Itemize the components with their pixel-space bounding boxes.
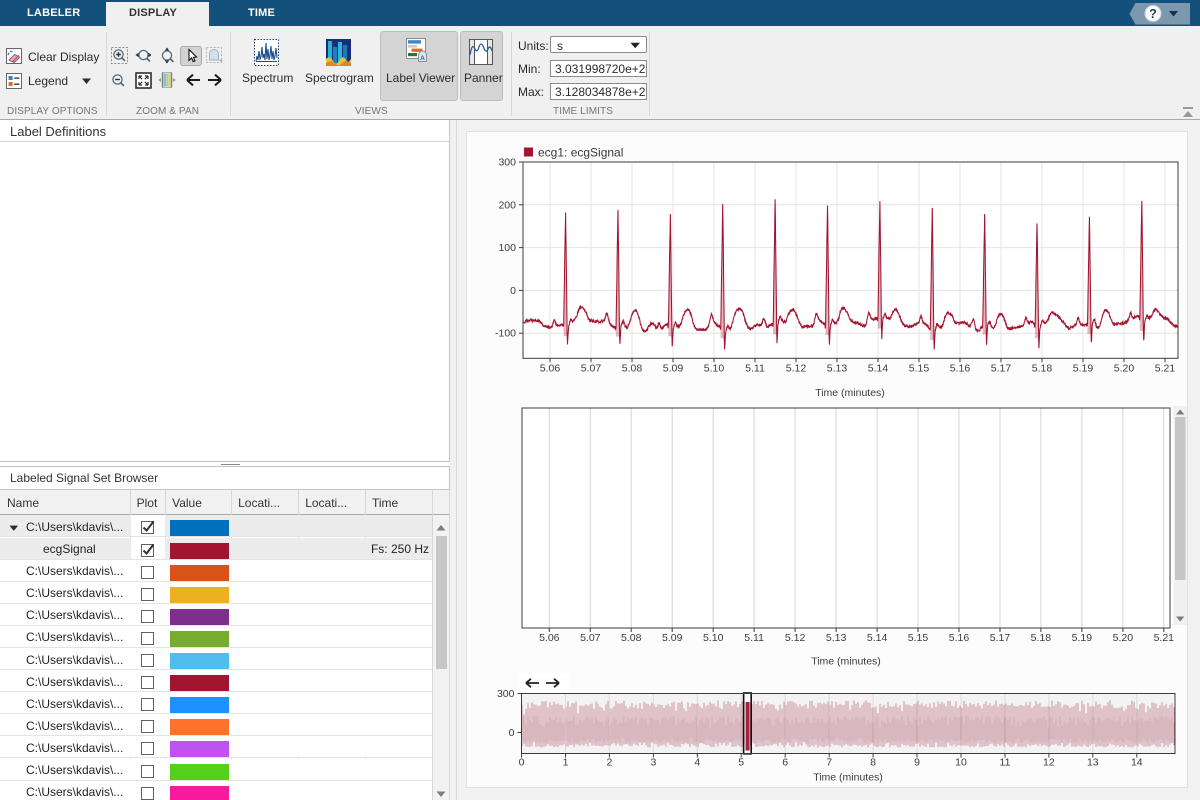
svg-text:8: 8 xyxy=(870,757,876,769)
svg-text:5.21: 5.21 xyxy=(1154,632,1175,644)
svg-text:5.09: 5.09 xyxy=(662,632,683,644)
svg-text:0: 0 xyxy=(509,727,515,739)
svg-text:5.15: 5.15 xyxy=(908,632,929,644)
svg-text:5.16: 5.16 xyxy=(949,632,970,644)
svg-text:5.18: 5.18 xyxy=(1032,363,1053,375)
svg-text:13: 13 xyxy=(1087,757,1099,769)
svg-text:Time (minutes): Time (minutes) xyxy=(815,387,885,399)
svg-text:5.06: 5.06 xyxy=(539,632,560,644)
svg-text:5: 5 xyxy=(738,757,744,769)
svg-text:5.06: 5.06 xyxy=(540,363,561,375)
svg-text:5.19: 5.19 xyxy=(1072,632,1093,644)
svg-text:10: 10 xyxy=(955,757,967,769)
svg-text:5.13: 5.13 xyxy=(827,363,848,375)
svg-text:Time (minutes): Time (minutes) xyxy=(811,656,881,668)
svg-text:5.10: 5.10 xyxy=(704,363,725,375)
svg-text:5.17: 5.17 xyxy=(990,632,1011,644)
svg-text:14: 14 xyxy=(1131,757,1143,769)
svg-text:2: 2 xyxy=(606,757,612,769)
svg-text:5.11: 5.11 xyxy=(745,363,765,375)
svg-text:5.19: 5.19 xyxy=(1073,363,1094,375)
svg-text:5.12: 5.12 xyxy=(786,363,807,375)
svg-text:300: 300 xyxy=(498,157,516,169)
svg-text:?: ? xyxy=(1149,7,1157,21)
svg-text:5.07: 5.07 xyxy=(581,363,602,375)
svg-text:3: 3 xyxy=(650,757,656,769)
svg-text:5.15: 5.15 xyxy=(909,363,930,375)
svg-text:Time (minutes): Time (minutes) xyxy=(813,772,883,784)
svg-text:5.08: 5.08 xyxy=(621,632,642,644)
svg-text:300: 300 xyxy=(497,688,515,700)
svg-text:11: 11 xyxy=(1000,757,1011,769)
svg-text:5.17: 5.17 xyxy=(991,363,1012,375)
svg-text:A: A xyxy=(420,55,425,62)
svg-text:100: 100 xyxy=(498,242,516,254)
svg-text:5.21: 5.21 xyxy=(1155,363,1176,375)
svg-text:5.07: 5.07 xyxy=(580,632,601,644)
svg-text:5.16: 5.16 xyxy=(950,363,971,375)
svg-text:7: 7 xyxy=(826,757,832,769)
svg-text:200: 200 xyxy=(498,199,516,211)
svg-text:12: 12 xyxy=(1043,757,1055,769)
svg-text:5.08: 5.08 xyxy=(622,363,643,375)
svg-text:5.09: 5.09 xyxy=(663,363,684,375)
svg-text:5.20: 5.20 xyxy=(1114,363,1135,375)
svg-text:5.11: 5.11 xyxy=(744,632,764,644)
svg-text:9: 9 xyxy=(914,757,920,769)
svg-text:4: 4 xyxy=(694,757,700,769)
svg-text:5.18: 5.18 xyxy=(1031,632,1052,644)
svg-text:5.20: 5.20 xyxy=(1113,632,1134,644)
svg-text:5.13: 5.13 xyxy=(826,632,847,644)
svg-text:5.14: 5.14 xyxy=(867,632,888,644)
svg-text:5.14: 5.14 xyxy=(868,363,889,375)
svg-text:0: 0 xyxy=(519,757,525,769)
svg-text:0: 0 xyxy=(510,285,516,297)
svg-text:ecg1: ecgSignal: ecg1: ecgSignal xyxy=(538,146,623,160)
svg-text:5.12: 5.12 xyxy=(785,632,806,644)
svg-text:6: 6 xyxy=(782,757,788,769)
svg-text:5.10: 5.10 xyxy=(703,632,724,644)
svg-text:1: 1 xyxy=(563,757,569,769)
svg-text:-100: -100 xyxy=(495,328,516,340)
